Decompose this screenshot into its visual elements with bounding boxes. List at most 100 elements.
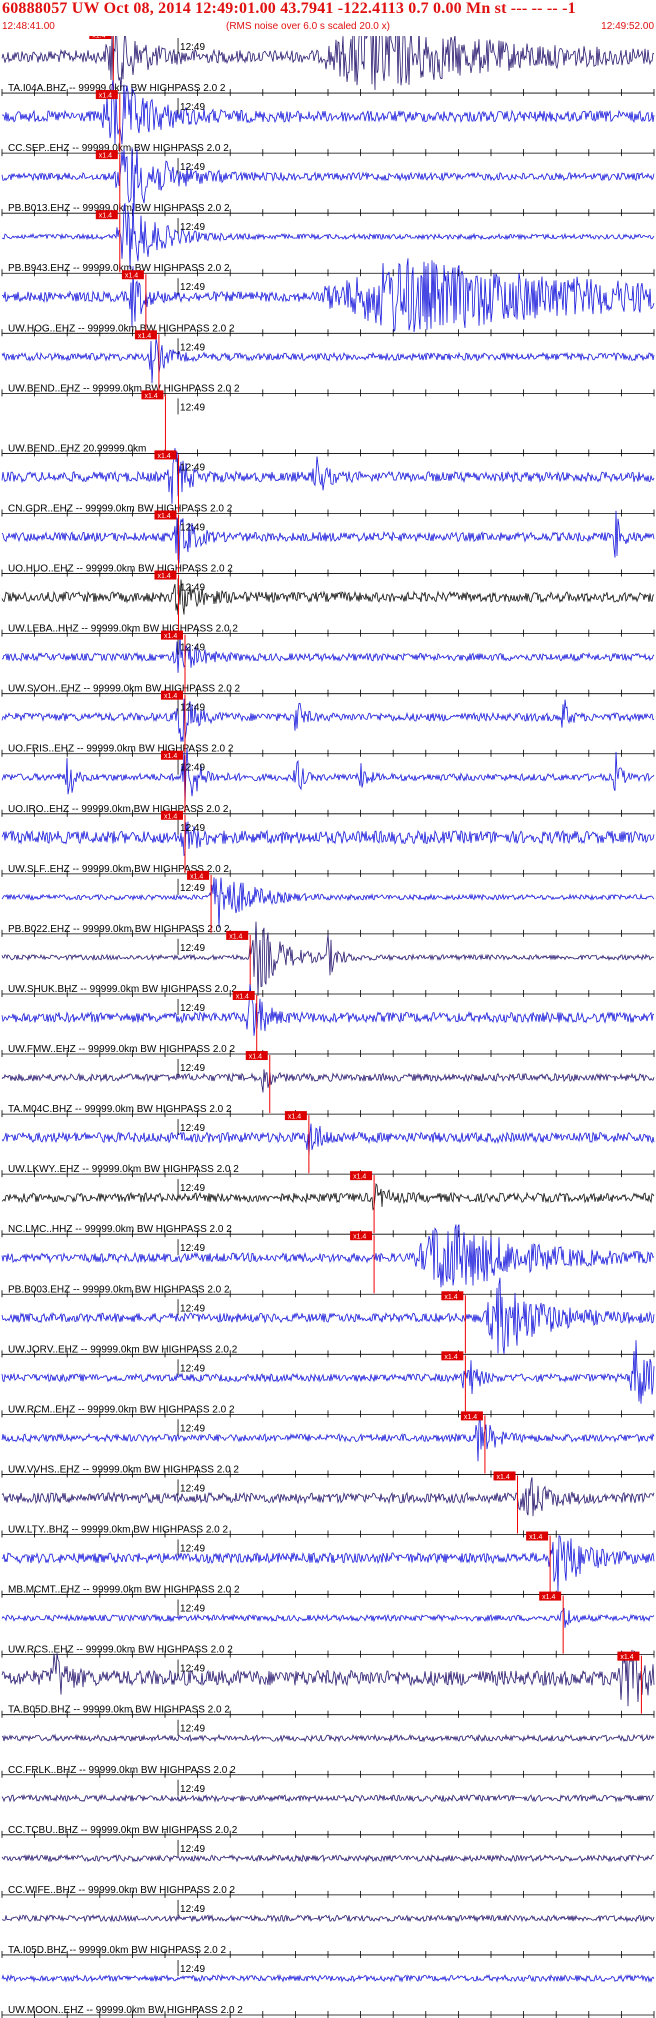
- trace-row: 12:49 UO.IRO..EHZ -- 99999.0km BW HIGHPAS…: [1, 748, 655, 817]
- pick-label: x1.4: [164, 633, 177, 640]
- minute-mark-label: 12:49: [180, 42, 205, 53]
- pick-label: x1.4: [529, 1534, 542, 1541]
- channel-label: UW.LTY..BHZ -- 99999.0km BW HIGHPASS 2.0…: [8, 1525, 229, 1536]
- trace-row: 12:49 CC.TCBU..BHZ -- 99999.0km BW HIGHPA…: [1, 1779, 655, 1838]
- channel-label: PB.B003.EHZ -- 99999.0km BW HIGHPASS 2.0…: [8, 1284, 230, 1295]
- waveform: [1, 147, 655, 211]
- channel-label: UO.IRO..EHZ -- 99999.0km BW HIGHPASS 2.0…: [8, 804, 229, 815]
- pick-label: x1.4: [190, 873, 203, 880]
- pick-box: [493, 1471, 516, 1481]
- channel-label: CC.SEP..EHZ -- 99999.0km BW HIGHPASS 2.0…: [8, 143, 229, 154]
- waveform: [1, 1477, 655, 1517]
- channel-label: PB.B022.EHZ -- 99999.0km BW HIGHPASS 2.0…: [8, 924, 230, 935]
- channel-label: UO.HUO..EHZ -- 99999.0km BW HIGHPASS 2.0…: [8, 564, 233, 575]
- trace-row: 12:49 MB.MCMT..EHZ -- 99999.0km BW HIGHPA…: [1, 1531, 655, 1598]
- event-title: 60888057 UW Oct 08, 2014 12:49:01.00 43.…: [2, 0, 576, 17]
- trace-row: 12:49 UW.JORV..EHZ -- 99999.0km BW HIGHPA…: [1, 1277, 655, 1358]
- minute-mark-label: 12:49: [180, 342, 205, 353]
- trace-row: 12:49 UW.VVHS..EHZ -- 99999.0km BW HIGHPA…: [1, 1411, 655, 1478]
- pick-label: x1.4: [157, 453, 170, 460]
- pick-label: x1.4: [353, 1174, 366, 1181]
- pick-box: [154, 570, 177, 580]
- minute-mark-label: 12:49: [180, 1604, 205, 1615]
- channel-label: CC.WIFE..BHZ -- 99999.0km BW HIGHPASS 2.…: [8, 1885, 236, 1896]
- channel-label: UW.SLF..EHZ -- 99999.0km BW HIGHPASS 2.0…: [8, 864, 229, 875]
- waveform: [1, 1535, 655, 1594]
- pick-box: [617, 1651, 640, 1661]
- minute-mark-label: 12:49: [180, 462, 205, 473]
- minute-mark-label: 12:49: [180, 943, 205, 954]
- channel-label: UW.BEND..EHZ 20.99999.0km: [8, 443, 146, 454]
- minute-mark-label: 12:49: [180, 1063, 205, 1074]
- minute-mark-label: 12:49: [180, 1483, 205, 1494]
- minute-mark-label: 12:49: [180, 1664, 205, 1675]
- channel-label: MB.MCMT..EHZ -- 99999.0km BW HIGHPASS 2.…: [8, 1585, 240, 1596]
- trace-row: 12:49 PB.B022.EHZ -- 99999.0km BW HIGHPAS…: [1, 870, 655, 937]
- channel-label: UW.LKWY..EHZ -- 99999.0km BW HIGHPASS 2.…: [8, 1164, 239, 1175]
- channel-label: UW.LEBA..HHZ -- 99999.0km BW HIGHPASS 2.…: [8, 624, 238, 635]
- trace-row: 12:49 TA.B05D.BHZ -- 99999.0km BW HIGHPAS…: [1, 1649, 655, 1718]
- trace-row: 12:49 CC.FRLK..BHZ -- 99999.0km BW HIGHPA…: [1, 1719, 655, 1778]
- pick-box: [441, 1351, 464, 1361]
- minute-mark-label: 12:49: [180, 282, 205, 293]
- waveform: [1, 1649, 655, 1707]
- pick-label: x1.4: [99, 93, 112, 100]
- minute-mark-label: 12:49: [180, 522, 205, 533]
- pick-box: [154, 510, 177, 520]
- pick-box: [284, 1111, 307, 1121]
- pick-label: x1.4: [229, 933, 242, 940]
- trace-row: 12:49 UW.BEND..EHZ -- 99999.0km BW HIGHPA…: [1, 330, 655, 397]
- trace-row: 12:49 TA.I05D.BHZ -- 99999.0km BW HIGHPAS…: [1, 1899, 655, 1958]
- pick-box: [161, 810, 183, 820]
- waveform: [1, 921, 655, 996]
- minute-mark-label: 12:49: [180, 1904, 205, 1915]
- pick-box: [161, 750, 183, 760]
- pick-box: [154, 450, 177, 460]
- channel-label: CC.TCBU..BHZ -- 99999.0km BW HIGHPASS 2.…: [8, 1825, 238, 1836]
- pick-label: x1.4: [164, 753, 177, 760]
- pick-box: [161, 630, 183, 640]
- trace-row: 12:49 UW.RCS..EHZ -- 99999.0km BW HIGHPAS…: [1, 1591, 655, 1658]
- trace-row: 12:49 UW.FMW..EHZ -- 99999.0km BW HIGHPAS…: [1, 984, 655, 1058]
- waveform: [1, 579, 655, 615]
- trace-row: 12:49 UW.HOG..EHZ -- 99999.0km BW HIGHPAS…: [1, 258, 655, 337]
- minute-mark-label: 12:49: [180, 583, 205, 594]
- waveform: [1, 36, 655, 91]
- trace-row: 12:49 PB.B943.EHZ -- 99999.0km BW HIGHPAS…: [1, 202, 655, 277]
- trace-row: 12:49 PB.B003.EHZ -- 99999.0km BW HIGHPAS…: [1, 1224, 655, 1298]
- pick-label: x1.4: [620, 1654, 633, 1661]
- waveform: [1, 448, 655, 504]
- pick-label: x1.4: [236, 993, 249, 1000]
- waveform: [1, 1853, 655, 1863]
- waveform: [1, 748, 655, 808]
- pick-box: [441, 1291, 464, 1301]
- minute-mark-label: 12:49: [180, 883, 205, 894]
- waveform: [1, 510, 655, 564]
- pick-box: [539, 1591, 562, 1601]
- waveform: [1, 821, 655, 857]
- seismogram-panel: 12:49 TA.I04A.BHZ -- 99999.0km BW HIGHPAS…: [1, 36, 655, 2018]
- waveform: [1, 1069, 655, 1093]
- pick-box: [350, 1231, 373, 1241]
- pick-label: x1.4: [288, 1114, 301, 1121]
- channel-label: UW.SVOH..EHZ -- 99999.0km BW HIGHPASS 2.…: [8, 684, 241, 695]
- channel-label: CC.FRLK..BHZ -- 99999.0km BW HIGHPASS 2.…: [8, 1765, 236, 1776]
- trace-row: 12:49 UW.LKWY..EHZ -- 99999.0km BW HIGHPA…: [1, 1111, 655, 1178]
- rms-note: (RMS noise over 6.0 s scaled 20.0 x): [226, 21, 390, 32]
- minute-mark-label: 12:49: [180, 1844, 205, 1855]
- minute-mark-label: 12:49: [180, 162, 205, 173]
- channel-label: TA.I04A.BHZ -- 99999.0km BW HIGHPASS 2.0…: [8, 83, 226, 94]
- pick-label: x1.4: [157, 513, 170, 520]
- trace-row: 12:49 UW.BEND..EHZ 20.99999.0km x1.4: [1, 390, 655, 457]
- waveform: [1, 1224, 655, 1288]
- waveform: [2, 635, 655, 673]
- pick-box: [95, 90, 118, 100]
- trace-row: 12:49 UW.MOON..EHZ -- 99999.0km BW HIGHPA…: [1, 1959, 655, 2018]
- waveform: [1, 984, 655, 1036]
- pick-label: x1.4: [249, 1054, 262, 1061]
- pick-label: x1.4: [497, 1474, 510, 1481]
- pick-box: [460, 1411, 483, 1421]
- waveform: [1, 1340, 655, 1404]
- channel-label: UW.VVHS..EHZ -- 99999.0km BW HIGHPASS 2.…: [8, 1464, 239, 1475]
- pick-box: [226, 930, 249, 940]
